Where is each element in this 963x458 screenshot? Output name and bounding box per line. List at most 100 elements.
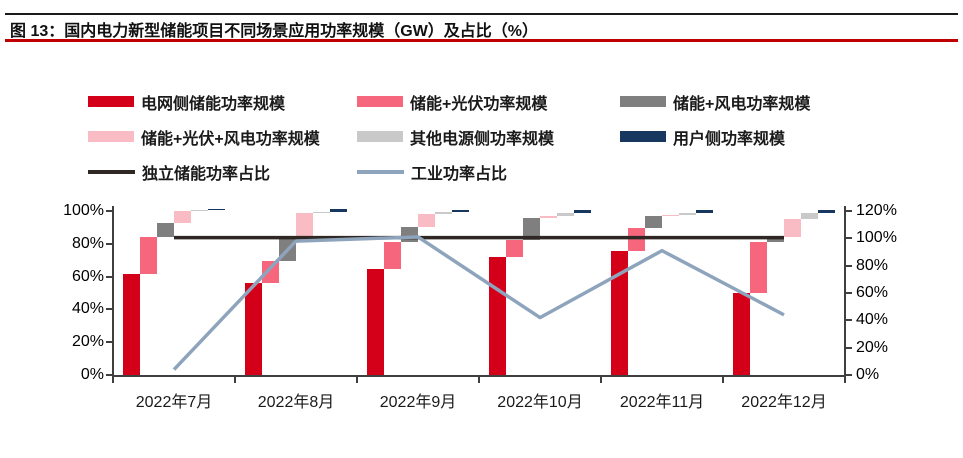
bar-segment-storage-pv — [140, 237, 157, 275]
bar-segment-storage-pv-wind — [418, 214, 435, 228]
chart-legend: 电网侧储能功率规模 储能+光伏功率规模 储能+风电功率规模储能+光伏+风电功率规模 其… — [88, 84, 860, 189]
bar-segment-other-source — [191, 209, 208, 211]
y-axis-right-tick — [845, 264, 852, 267]
legend-label: 独立储能功率占比 — [142, 165, 271, 183]
x-axis-label: 2022年10月 — [497, 394, 583, 411]
bar-segment-storage-pv — [384, 242, 401, 270]
y-axis-left-tick — [106, 242, 113, 245]
y-axis-right-tick — [845, 319, 852, 322]
bar-segment-storage-pv-wind — [784, 219, 801, 238]
y-axis-left-label: 40% — [71, 300, 104, 318]
line-industrial-ratio — [172, 235, 785, 371]
x-axis-label: 2022年8月 — [257, 394, 335, 411]
legend-swatch-other-source — [357, 131, 403, 142]
y-axis-right-label: 20% — [856, 338, 889, 356]
x-axis-label: 2022年9月 — [379, 394, 457, 411]
y-axis-right-label: 80% — [856, 256, 889, 274]
legend-label: 电网侧储能功率规模 — [141, 95, 286, 113]
bar-segment-storage-wind — [645, 215, 662, 229]
legend-label: 储能+光伏功率规模 — [410, 95, 548, 113]
bar-segment-user-side — [330, 209, 347, 212]
y-axis-left-tick — [106, 374, 113, 376]
y-axis-right-tick — [845, 374, 852, 376]
bar-segment-grid-side — [245, 283, 262, 375]
y-axis-left-label: 80% — [71, 234, 104, 252]
legend-label: 储能+风电功率规模 — [673, 95, 811, 113]
bar-segment-storage-wind — [523, 217, 540, 240]
legend-swatch-storage-pv — [357, 96, 403, 107]
bar-segment-user-side — [208, 208, 225, 210]
figure-title: 图 13：国内电力新型储能项目不同场景应用功率规模（GW）及占比（%） — [10, 23, 539, 40]
y-axis-right-tick — [845, 346, 852, 349]
bar-segment-storage-wind — [279, 237, 296, 261]
x-axis-tick — [600, 375, 602, 383]
bar-segment-other-source — [435, 211, 452, 215]
y-axis-left-label: 20% — [71, 333, 104, 351]
y-axis-right-tick — [845, 237, 852, 240]
bar-segment-storage-pv-wind — [296, 213, 313, 238]
legend-item-storage-pv: 储能+光伏功率规模 — [357, 84, 620, 119]
x-axis-tick — [356, 375, 358, 383]
top-divider — [5, 13, 958, 15]
y-axis-right-tick — [845, 210, 852, 212]
bar-segment-other-source — [679, 212, 696, 216]
legend-item-user-side: 用户侧功率规模 — [620, 119, 860, 154]
y-axis-right-label: 120% — [856, 202, 897, 219]
legend-swatch-storage-wind — [620, 96, 666, 107]
legend-label: 储能+光伏+风电功率规模 — [141, 130, 320, 148]
y-axis-left-label: 100% — [63, 202, 104, 219]
x-axis-label: 2022年11月 — [619, 394, 705, 411]
legend-swatch-industrial-ratio-line — [357, 169, 404, 174]
legend-label: 其他电源侧功率规模 — [410, 130, 555, 148]
bar-segment-storage-wind — [157, 223, 174, 238]
x-axis-tick — [112, 375, 114, 383]
y-axis-left-label: 0% — [80, 366, 104, 383]
legend-swatch-independent-storage-ratio-line — [88, 169, 135, 174]
legend-item-storage-wind: 储能+风电功率规模 — [620, 84, 860, 119]
y-axis-left-tick — [106, 341, 113, 344]
legend-item-storage-pv-wind: 储能+光伏+风电功率规模 — [88, 119, 357, 154]
y-axis-left — [112, 206, 114, 377]
y-axis-right-label: 100% — [856, 229, 897, 247]
bar-segment-storage-pv — [262, 261, 279, 284]
legend-swatch-grid-side — [88, 96, 134, 107]
x-axis-label: 2022年7月 — [135, 394, 213, 411]
bar-segment-other-source — [801, 213, 818, 220]
bar-segment-storage-pv — [506, 239, 523, 257]
bar-segment-other-source — [313, 211, 330, 214]
legend-swatch-storage-pv-wind — [88, 131, 134, 142]
y-axis-right-label: 40% — [856, 311, 889, 329]
bar-segment-user-side — [452, 209, 469, 212]
title-underline — [5, 39, 958, 42]
bar-segment-storage-pv-wind — [174, 210, 191, 224]
x-axis-tick — [234, 375, 236, 383]
legend-label: 用户侧功率规模 — [673, 130, 786, 148]
x-axis-tick — [844, 375, 846, 383]
legend-label: 工业功率占比 — [411, 165, 508, 183]
legend-item-industrial-ratio: 工业功率占比 — [357, 154, 620, 189]
x-axis-tick — [722, 375, 724, 383]
y-axis-right-label: 0% — [856, 366, 880, 383]
y-axis-left-tick — [106, 210, 113, 212]
bar-segment-storage-pv-wind — [540, 215, 557, 218]
bar-segment-grid-side — [733, 293, 750, 375]
legend-item-other-source: 其他电源侧功率规模 — [357, 119, 620, 154]
legend-item-independent-storage-ratio: 独立储能功率占比 — [88, 154, 357, 189]
legend-item-grid-side: 电网侧储能功率规模 — [88, 84, 357, 119]
y-axis-right-label: 60% — [856, 284, 889, 301]
bar-segment-storage-pv — [628, 228, 645, 252]
y-axis-right-tick — [845, 292, 852, 294]
bar-segment-other-source — [557, 213, 574, 216]
legend-swatch-user-side — [620, 131, 666, 142]
bar-segment-grid-side — [367, 269, 384, 375]
bar-segment-grid-side — [123, 274, 140, 375]
y-axis-left-label: 60% — [71, 267, 104, 285]
bar-segment-grid-side — [611, 251, 628, 375]
x-axis-label: 2022年12月 — [741, 394, 827, 411]
bar-segment-grid-side — [489, 256, 506, 375]
y-axis-left-tick — [106, 275, 113, 278]
bar-segment-storage-wind — [401, 227, 418, 243]
